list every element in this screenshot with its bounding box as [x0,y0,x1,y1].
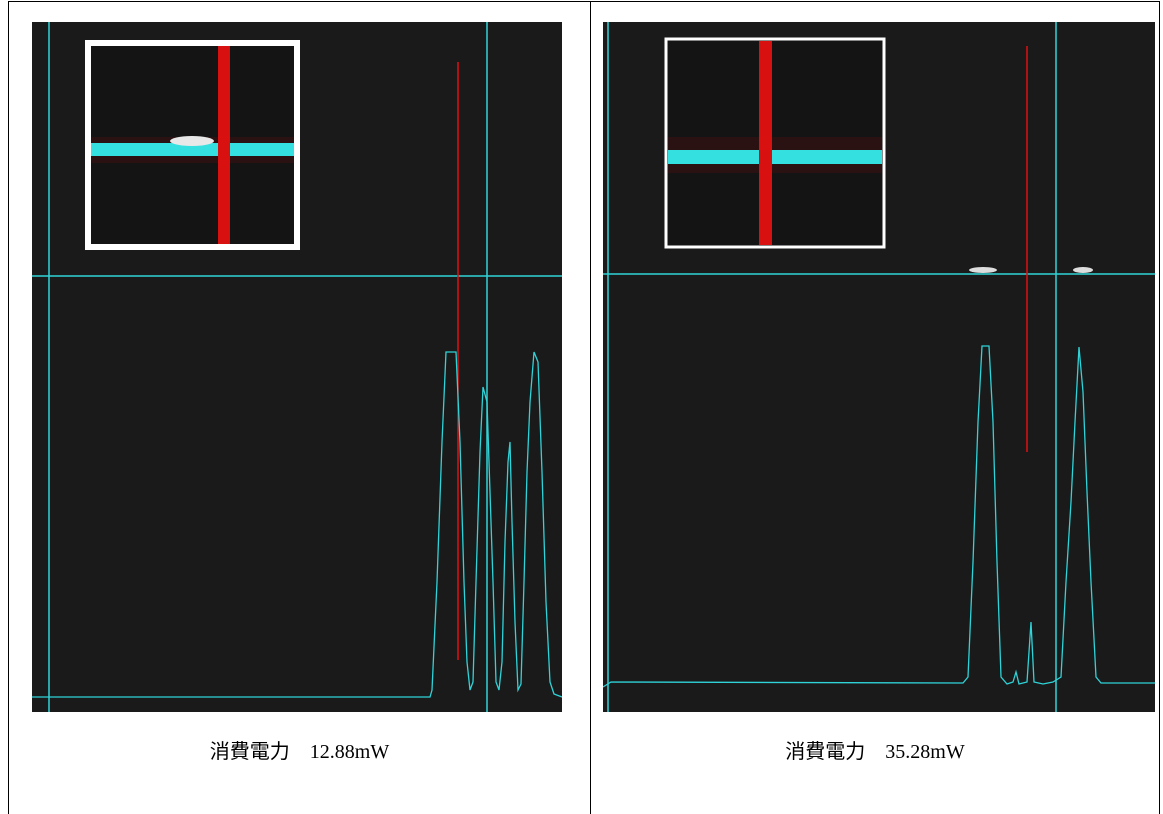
cell-divider [590,1,591,814]
caption: 消費電力 12.88mW [9,735,590,769]
scope-image-right [603,22,1155,712]
page: {"cells": [{"caption": "消費電力 12.88mW"}, … [0,0,1163,814]
scope-image-left [32,22,562,712]
caption: 消費電力 35.28mW [591,735,1159,769]
